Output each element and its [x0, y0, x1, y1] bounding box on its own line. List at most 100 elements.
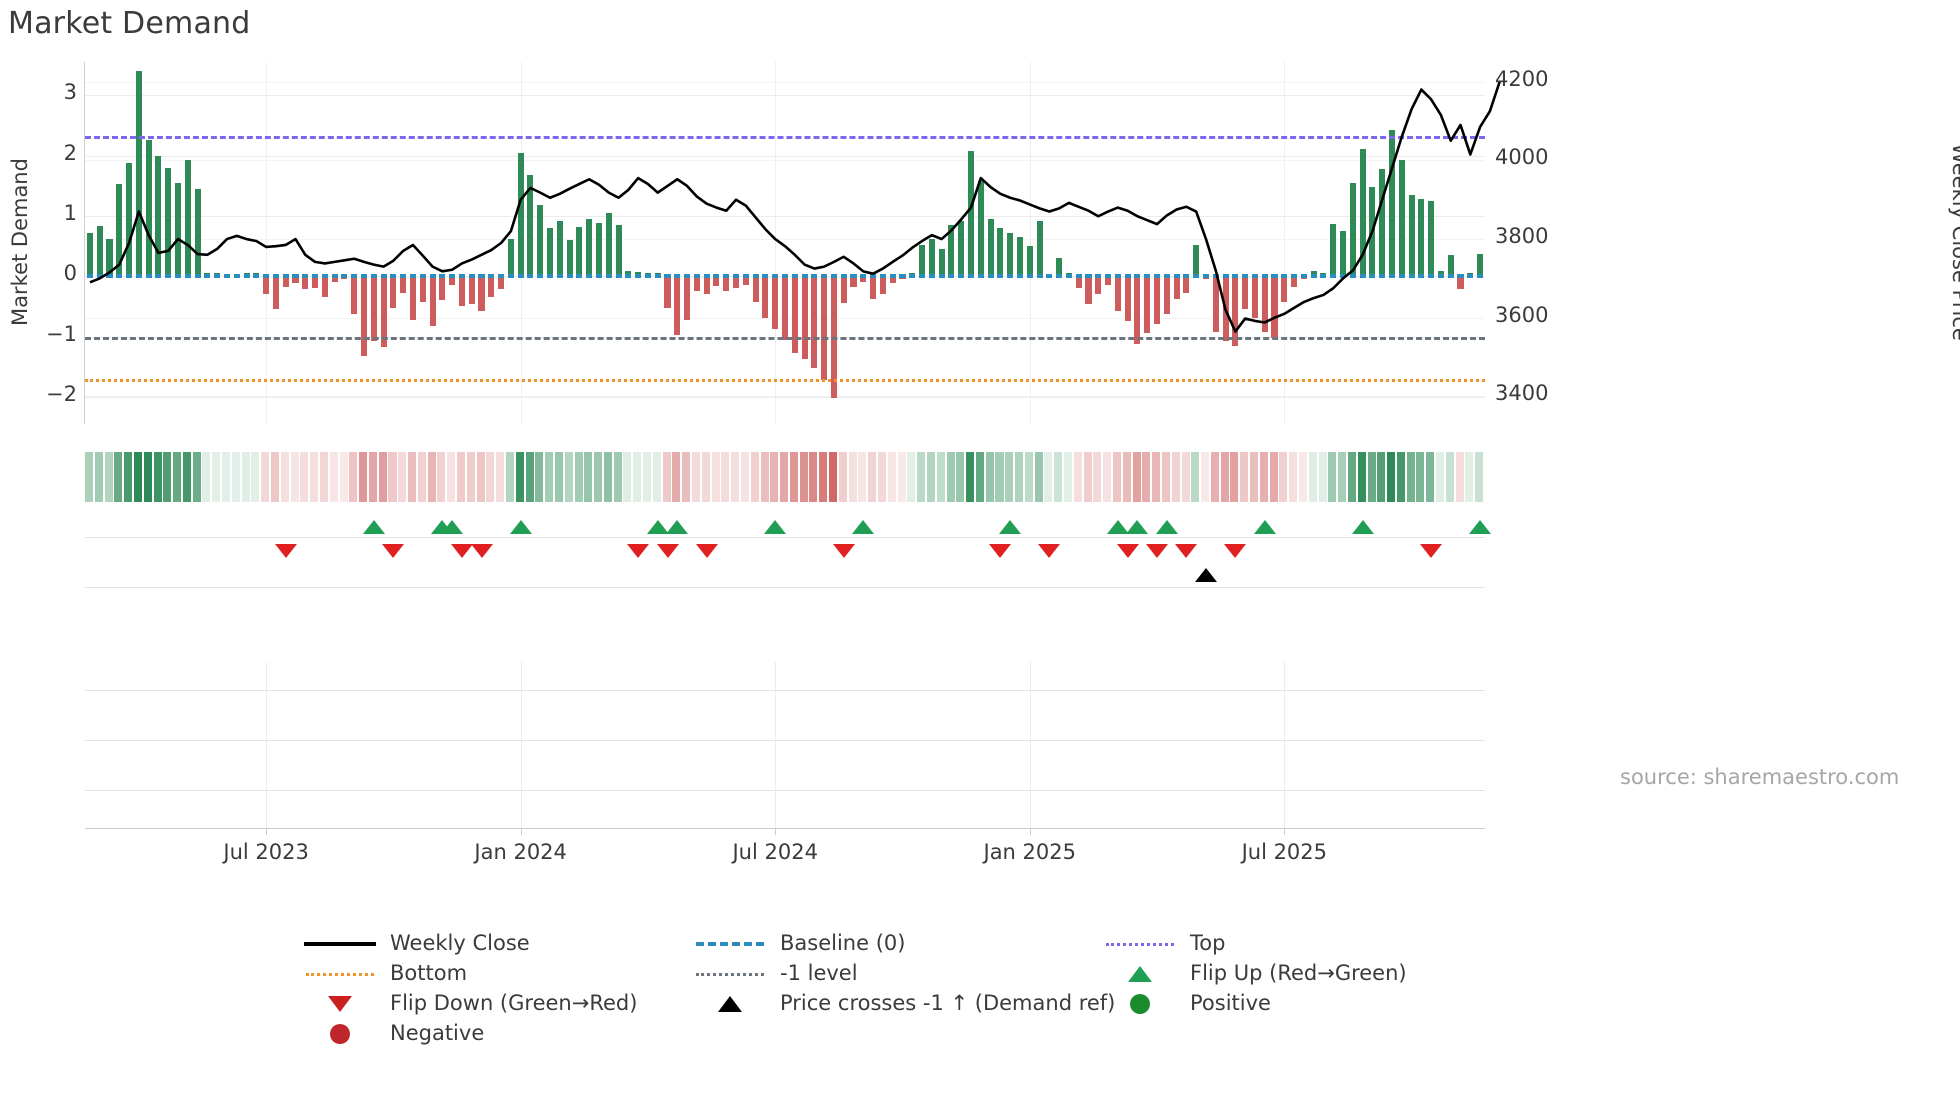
legend-label: Price crosses -1 ↑ (Demand ref)	[780, 991, 1116, 1015]
intensity-cell	[1269, 452, 1278, 502]
intensity-cell	[985, 452, 994, 502]
intensity-cell	[926, 452, 935, 502]
baseline-cap	[547, 274, 554, 279]
demand-bar	[977, 180, 984, 277]
intensity-cell	[192, 452, 201, 502]
legend-item-weekly-close[interactable]: Weekly Close	[300, 928, 530, 958]
baseline-cap	[341, 274, 348, 279]
intensity-cell	[359, 452, 368, 502]
intensity-cell	[388, 452, 397, 502]
baseline-cap	[253, 274, 260, 279]
baseline-cap	[527, 274, 534, 279]
demand-bar	[312, 276, 319, 289]
baseline-cap	[909, 274, 916, 279]
lower-vertical-gridline-4	[1284, 662, 1286, 828]
legend-item-1-level[interactable]: -1 level	[690, 958, 858, 988]
legend-item-top[interactable]: Top	[1100, 928, 1225, 958]
price-cross-minus1-marker	[1194, 568, 1217, 582]
baseline-cap	[1232, 274, 1239, 279]
legend-item-baseline-0[interactable]: Baseline (0)	[690, 928, 905, 958]
demand-bar	[155, 155, 162, 277]
legend-item-positive[interactable]: Positive	[1100, 988, 1271, 1018]
baseline-cap	[1016, 274, 1023, 279]
baseline-cap	[282, 274, 289, 279]
intensity-cell	[623, 452, 632, 502]
legend-item-flip-down-green-red[interactable]: Flip Down (Green→Red)	[300, 988, 637, 1018]
legend-item-negative[interactable]: Negative	[300, 1018, 484, 1048]
intensity-cell	[613, 452, 622, 502]
legend-item-price-crosses-1-demand-ref[interactable]: Price crosses -1 ↑ (Demand ref)	[690, 988, 1115, 1018]
flip-up-marker	[999, 520, 1022, 534]
legend-label: Bottom	[390, 961, 468, 985]
legend-swatch	[1100, 992, 1180, 1014]
demand-bar	[507, 238, 514, 277]
demand-bar	[713, 276, 720, 286]
demand-bar	[781, 276, 789, 340]
demand-bar	[1232, 276, 1239, 346]
intensity-cell	[1210, 452, 1219, 502]
demand-bar	[1095, 276, 1102, 295]
intensity-cell	[1103, 452, 1112, 502]
legend-swatch	[300, 932, 380, 954]
intensity-cell	[1455, 452, 1464, 502]
circle-green-icon	[1130, 994, 1150, 1014]
legend-item-flip-up-red-green[interactable]: Flip Up (Red→Green)	[1100, 958, 1407, 988]
demand-bar	[566, 239, 573, 277]
intensity-cell	[1298, 452, 1307, 502]
baseline-cap	[1457, 274, 1464, 279]
baseline-cap	[615, 274, 622, 279]
intensity-cell	[711, 452, 720, 502]
intensity-cell	[545, 452, 554, 502]
baseline-cap	[948, 274, 955, 279]
y-tick-left-2: 2	[63, 140, 77, 165]
demand-bar	[752, 276, 759, 302]
baseline-cap	[644, 274, 651, 279]
intensity-cell	[222, 452, 231, 502]
demand-bar	[1085, 276, 1092, 304]
gridline-price-4000	[85, 160, 1485, 162]
legend-item-bottom[interactable]: Bottom	[300, 958, 467, 988]
demand-bar	[1016, 236, 1023, 277]
intensity-cell	[319, 452, 328, 502]
top-threshold-line	[85, 135, 1485, 139]
intensity-cell	[457, 452, 466, 502]
intensity-cell	[1201, 452, 1210, 502]
baseline-cap	[86, 274, 93, 279]
x-tick-mark-0	[266, 828, 268, 835]
demand-bar	[351, 276, 358, 314]
baseline-cap	[1046, 274, 1053, 279]
demand-bar	[478, 276, 485, 312]
intensity-cell	[838, 452, 847, 502]
intensity-cell	[515, 452, 524, 502]
baseline-cap	[1095, 274, 1102, 279]
demand-bar	[1310, 271, 1317, 277]
lower-gridline-0	[85, 690, 1485, 691]
flip-up-marker	[1155, 520, 1178, 534]
baseline-cap	[174, 274, 182, 279]
marker-row-divider-2	[85, 587, 1485, 588]
intensity-cell	[721, 452, 730, 502]
baseline-cap	[1144, 274, 1151, 279]
demand-bar	[1408, 194, 1415, 277]
legend-swatch	[690, 992, 770, 1014]
intensity-cell	[1142, 452, 1151, 502]
legend-label: Baseline (0)	[780, 931, 906, 955]
demand-bar	[703, 276, 710, 295]
demand-bar	[1437, 271, 1444, 277]
demand-bar	[693, 276, 700, 292]
intensity-cell	[251, 452, 260, 502]
baseline-cap	[331, 274, 338, 279]
intensity-cell	[1426, 452, 1435, 502]
legend-swatch	[300, 962, 380, 984]
baseline-cap	[967, 274, 975, 279]
baseline-cap	[419, 274, 426, 279]
demand-bar	[1251, 276, 1258, 319]
demand-bar	[1026, 246, 1033, 277]
baseline-cap	[1437, 274, 1444, 279]
demand-bar	[664, 276, 671, 308]
demand-bar	[439, 276, 446, 301]
main-plot-panel	[84, 62, 1501, 424]
demand-bar	[527, 174, 534, 277]
intensity-cell	[1054, 452, 1063, 502]
baseline-cap	[1242, 274, 1249, 279]
